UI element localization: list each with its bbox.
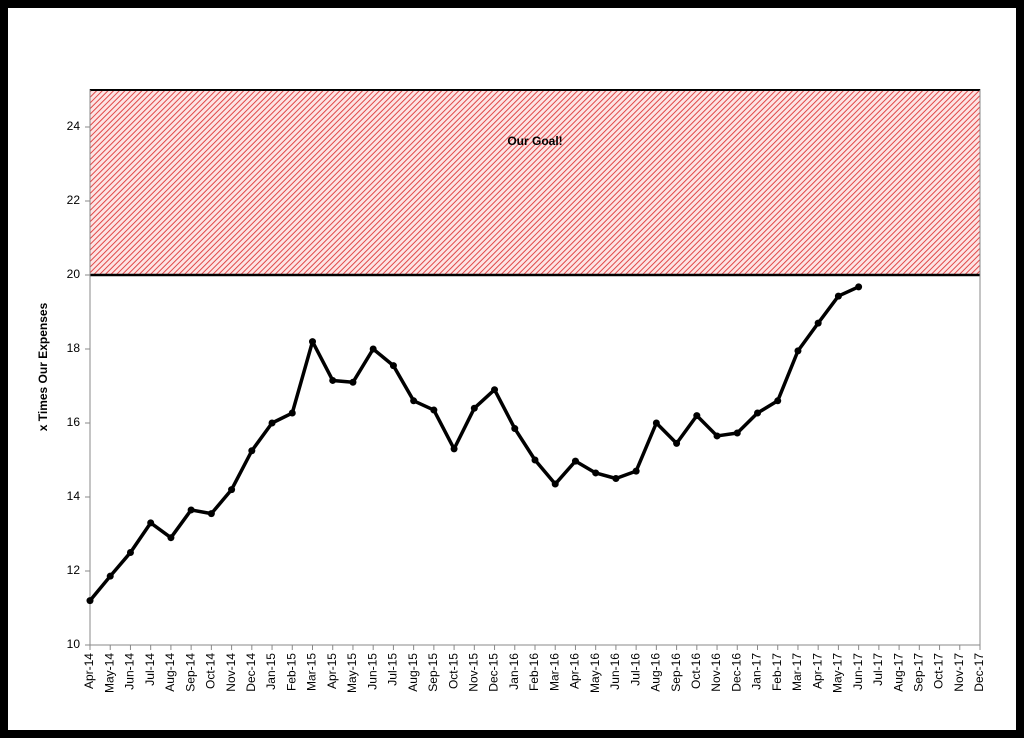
x-tick-label: Jan-16 xyxy=(507,653,521,690)
data-point xyxy=(814,319,822,327)
data-point xyxy=(855,283,863,291)
x-tick-label: Nov-14 xyxy=(224,653,238,692)
x-tick-label: Apr-16 xyxy=(568,653,582,689)
series-line xyxy=(88,285,860,602)
data-point xyxy=(369,345,377,353)
x-tick-label: Jan-17 xyxy=(750,653,764,690)
x-tick-label: Apr-17 xyxy=(810,653,824,689)
y-tick-label: 22 xyxy=(67,193,81,207)
data-point xyxy=(673,439,681,447)
data-point xyxy=(733,429,741,437)
data-point xyxy=(86,597,94,605)
x-tick-label: Oct-17 xyxy=(932,653,946,689)
x-tick-label: Jun-15 xyxy=(365,653,379,690)
data-point xyxy=(309,338,316,346)
data-point xyxy=(531,456,539,464)
x-tick-label: Jul-16 xyxy=(628,653,642,686)
data-point xyxy=(491,386,499,394)
x-tick-label: Dec-14 xyxy=(244,653,258,692)
data-point xyxy=(592,469,600,477)
y-tick-label: 20 xyxy=(67,267,81,281)
x-tick-label: Jun-16 xyxy=(608,653,622,690)
x-tick-label: Apr-14 xyxy=(82,653,96,689)
x-tick-label: Sep-17 xyxy=(911,653,925,692)
x-tick-label: Feb-15 xyxy=(284,653,298,691)
y-tick-label: 14 xyxy=(67,489,81,503)
data-point xyxy=(632,467,640,475)
x-tick-label: Jul-17 xyxy=(871,653,885,686)
data-point xyxy=(288,409,296,417)
data-point xyxy=(430,406,438,414)
data-point xyxy=(470,404,478,412)
x-tick-label: Oct-14 xyxy=(204,653,218,689)
x-tick-label: May-15 xyxy=(345,653,359,693)
x-tick-label: Dec-15 xyxy=(487,653,501,692)
x-tick-label: Oct-16 xyxy=(689,653,703,689)
x-tick-label: Oct-15 xyxy=(446,653,460,689)
x-tick-label: Dec-16 xyxy=(729,653,743,692)
data-point xyxy=(268,419,276,427)
y-tick-label: 12 xyxy=(67,563,81,577)
data-point xyxy=(511,425,519,433)
x-tick-label: Mar-16 xyxy=(547,653,561,691)
goal-band xyxy=(89,89,981,276)
data-point xyxy=(126,549,134,556)
data-point xyxy=(228,486,236,494)
data-point xyxy=(349,378,357,386)
y-tick-label: 24 xyxy=(67,119,81,133)
data-point xyxy=(187,506,195,514)
x-tick-label: Sep-14 xyxy=(183,653,197,692)
data-point xyxy=(652,419,660,427)
x-tick-label: Jan-15 xyxy=(264,653,278,690)
data-point xyxy=(410,397,418,405)
x-tick-label: Jun-17 xyxy=(851,653,865,690)
data-point xyxy=(794,347,802,355)
data-point xyxy=(754,409,761,417)
data-point xyxy=(774,397,782,405)
x-tick-label: Feb-16 xyxy=(527,653,541,691)
data-point xyxy=(450,445,458,453)
data-point xyxy=(571,457,579,465)
data-point xyxy=(834,292,842,300)
x-tick-label: May-14 xyxy=(102,653,116,693)
data-point xyxy=(713,432,721,440)
data-point xyxy=(167,534,175,542)
x-tick-label: May-17 xyxy=(831,653,845,693)
data-point xyxy=(207,510,215,518)
x-tick-label: Jul-15 xyxy=(386,653,400,686)
data-point xyxy=(147,519,155,527)
y-axis-label: x Times Our Expenses xyxy=(36,302,50,431)
x-tick-label: Nov-16 xyxy=(709,653,723,692)
x-tick-label: Dec-17 xyxy=(972,653,986,692)
x-tick-label: Jul-14 xyxy=(143,653,157,686)
x-tick-label: Apr-15 xyxy=(325,653,339,689)
data-point xyxy=(248,447,256,455)
x-tick-label: Sep-16 xyxy=(669,653,683,692)
x-tick-label: Mar-15 xyxy=(305,653,319,691)
y-tick-label: 10 xyxy=(67,637,81,651)
x-tick-label: Mar-17 xyxy=(790,653,804,691)
data-point xyxy=(106,572,114,580)
x-tick-label: Aug-15 xyxy=(406,653,420,692)
data-point xyxy=(389,362,397,370)
x-tick-label: Aug-17 xyxy=(891,653,905,692)
y-tick-label: 18 xyxy=(67,341,81,355)
x-tick-label: May-16 xyxy=(588,653,602,693)
y-tick-label: 16 xyxy=(67,415,81,429)
x-tick-label: Sep-15 xyxy=(426,653,440,692)
data-point xyxy=(551,480,559,488)
annotation: Our Goal! xyxy=(507,134,562,148)
x-tick-label: Aug-14 xyxy=(163,653,177,692)
x-tick-label: Jun-14 xyxy=(123,653,137,690)
x-tick-label: Nov-15 xyxy=(466,653,480,692)
x-tick-label: Aug-16 xyxy=(649,653,663,692)
data-point xyxy=(329,376,337,384)
data-point xyxy=(693,412,701,420)
x-tick-label: Nov-17 xyxy=(952,653,966,692)
data-point xyxy=(612,475,620,482)
x-tick-label: Feb-17 xyxy=(770,653,784,691)
